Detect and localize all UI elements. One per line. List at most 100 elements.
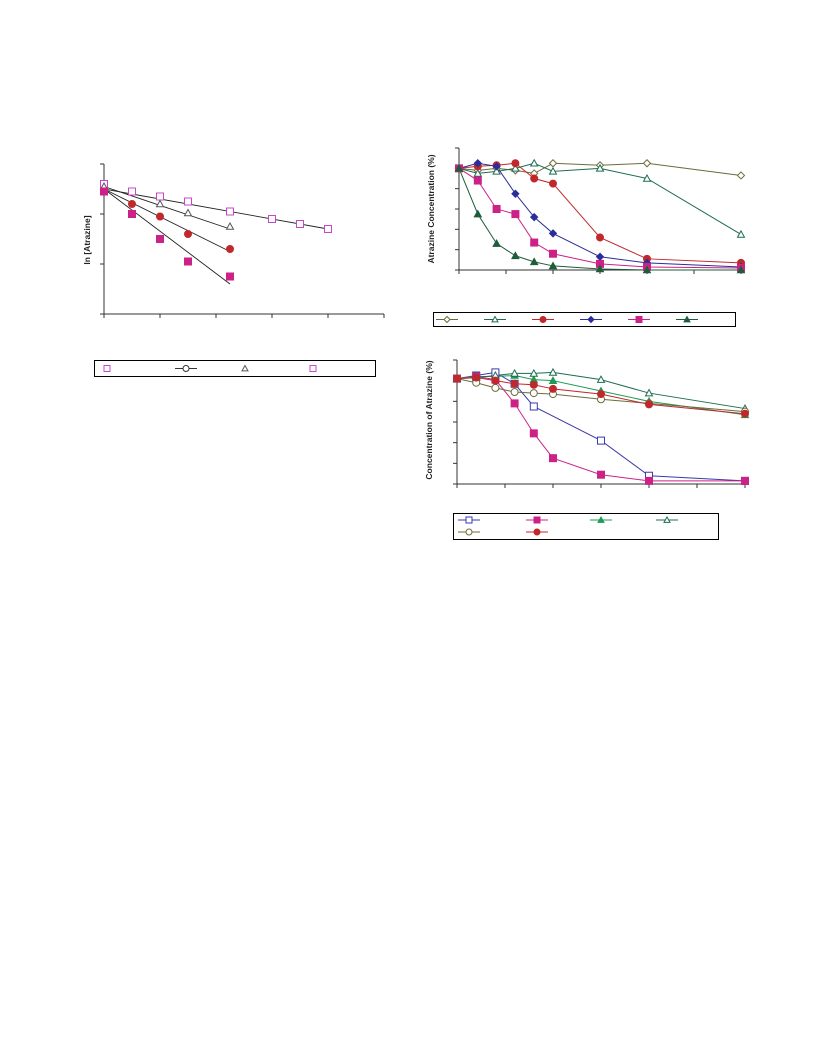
chart1-data-point [530,174,539,183]
chart2-data-point [549,454,557,463]
ln-atrazine-point [226,272,234,281]
chart2-data-point [597,470,605,479]
chart1-data-point [642,159,652,168]
concentration-of-atrazine-legend [453,513,719,540]
chart1-data-point [736,265,746,274]
chart1-data-point [548,229,558,238]
ln-atrazine-point [156,235,164,243]
chart1-data-point [473,159,483,168]
ln-atrazine-point [128,200,136,208]
chart2-data-point [510,379,519,388]
chart2-data-point [529,389,538,398]
legend-marker [443,315,451,324]
chart2-data-point [741,409,749,418]
ln-atrazine-fit-line [103,188,329,230]
ln-atrazine-point [184,230,192,238]
chart1-data-point [511,210,520,219]
chart1-data-point [492,239,501,247]
chart2-data-point [529,402,538,411]
ln-atrazine-point [156,212,164,221]
ln-atrazine-point [226,207,234,216]
chart1-data-point [549,249,557,258]
chart1-data-point [595,264,605,273]
legend-marker [597,515,605,523]
ln-atrazine-y-axis-label: ln [Atrazine] [82,215,92,264]
ln-atrazine-fit-line [103,188,231,252]
chart2-data-point [548,367,558,376]
chart1-data-point [492,166,501,175]
legend-marker [465,528,473,536]
ln-atrazine-fit-line [103,188,231,285]
atrazine-concentration-legend [433,312,736,327]
ln-atrazine-point [184,197,192,206]
ln-atrazine-point [128,210,136,218]
chart1-data-point [511,163,520,172]
legend-marker [635,316,643,323]
chart2-data-point [741,476,749,485]
chart1-data-point [549,179,557,188]
chart2-data-point [548,376,558,384]
legend-marker [465,516,473,524]
chart2-data-point [510,399,519,408]
chart1-data-point [596,233,604,242]
ln-atrazine-fit-line [103,186,231,230]
chart1-data-point [454,163,464,172]
atrazine-concentration-y-axis-label: Atrazine Concentration (%) [426,154,436,263]
legend-marker [182,365,190,372]
ln-atrazine-point [226,245,234,253]
legend-marker [103,365,111,372]
chart2-data-point [644,388,654,397]
concentration-of-atrazine-plot-area [452,359,750,488]
chart1-data-point [473,176,482,185]
chart2-data-point [597,436,605,445]
chart1-data-point [511,251,520,260]
chart1-data-point [530,238,539,247]
ln-atrazine-legend [94,360,376,377]
concentration-of-atrazine-y-axis-label: Concentration of Atrazine (%) [424,360,434,479]
legend-marker [587,315,595,324]
chart2-data-point [645,476,653,485]
chart1-data-point [548,261,558,270]
chart2-data-point [491,376,500,385]
chart1-data-point [642,173,652,182]
ln-atrazine-point [268,215,276,223]
chart1-data-point [529,158,539,167]
legend-marker [309,365,317,372]
chart1-data-point [511,159,520,168]
chart2-data-point [510,368,519,377]
legend-marker [533,528,541,536]
ln-atrazine-point [128,187,136,196]
ln-atrazine-point [155,199,165,208]
chart1-data-point [548,159,558,168]
chart1-data-point [595,163,605,172]
chart2-data-point [510,388,519,397]
chart2-data-point [549,384,557,393]
chart1-data-point [511,189,520,198]
chart1-data-point [736,171,746,180]
chart2-data-point [529,380,538,389]
chart2-data-point [472,373,481,382]
legend-marker [533,516,541,524]
ln-atrazine-point [100,187,108,196]
chart2-data-point [529,429,538,438]
chart2-data-point [491,383,500,392]
chart1-data-point [529,212,539,222]
chart2-data-point [529,368,539,377]
chart2-data-point [645,400,653,409]
chart2-data-point [597,390,605,399]
ln-atrazine-point [184,257,192,266]
chart2-data-point [453,374,461,383]
chart1-data-point [473,209,483,218]
ln-atrazine-point [183,208,193,217]
chart2-data-point [596,375,606,383]
ln-atrazine-point [225,221,235,230]
chart1-data-point [642,265,652,274]
atrazine-concentration-plot-area [454,147,746,274]
chart1-data-point [529,257,539,266]
chart1-data-point [492,162,501,171]
chart1-data-point [736,229,746,238]
legend-marker [241,364,249,372]
